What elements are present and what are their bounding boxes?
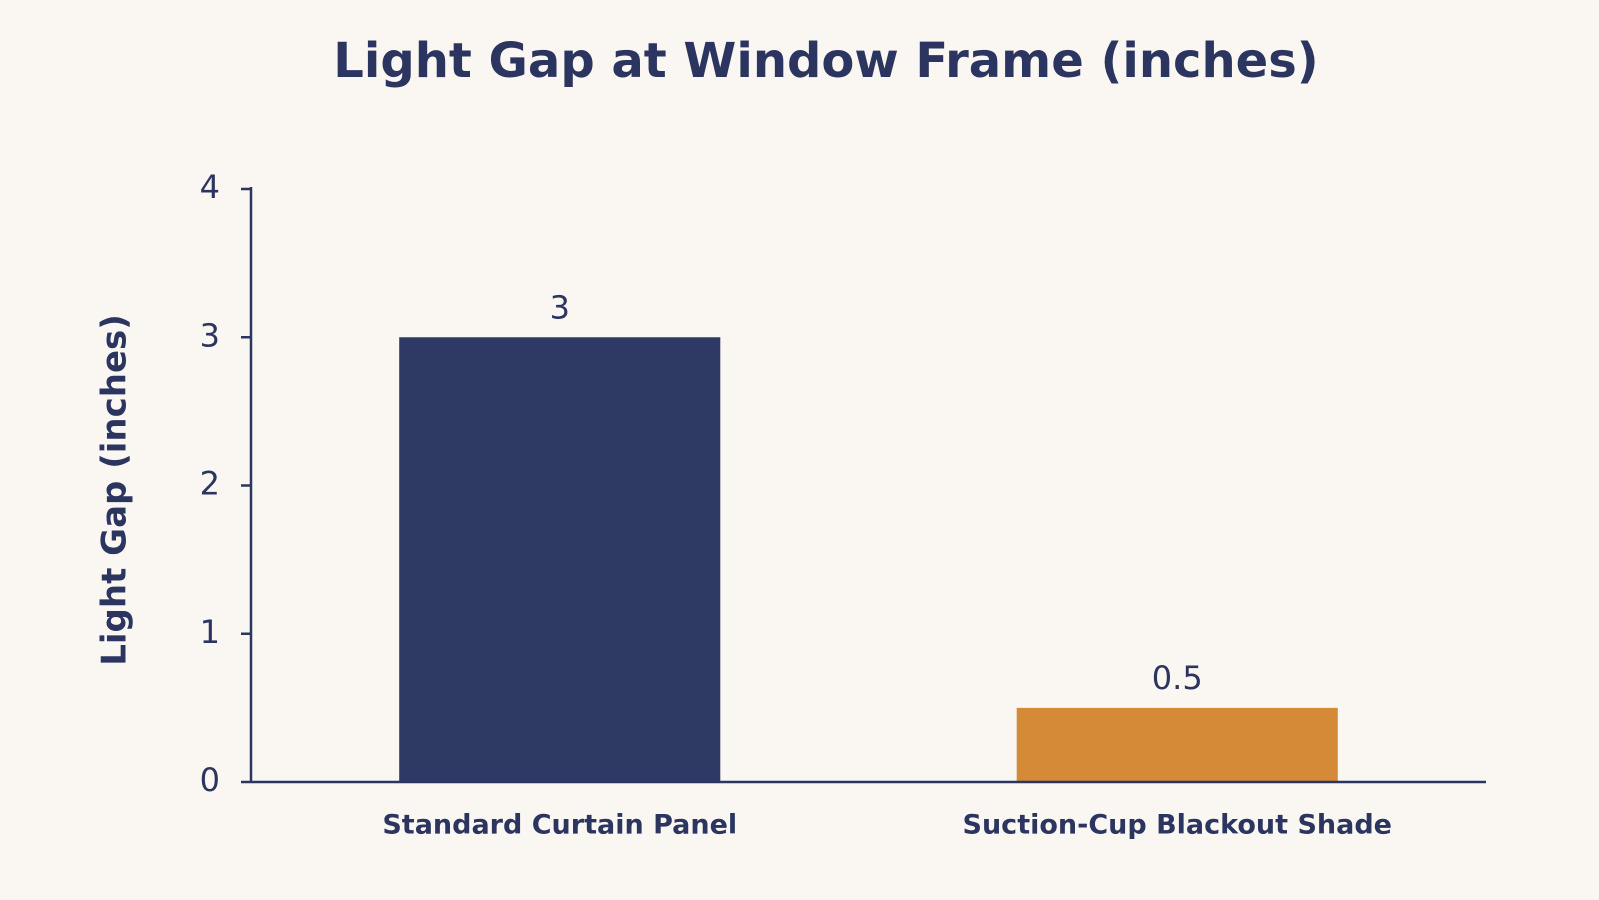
x-tick-label: Suction-Cup Blackout Shade <box>963 810 1392 841</box>
chart-title: Light Gap at Window Frame (inches) <box>333 33 1318 89</box>
y-tick-label: 1 <box>200 613 220 651</box>
data-label: 3 <box>550 288 570 326</box>
y-axis-label: Light Gap (inches) <box>95 314 135 666</box>
bar <box>1016 707 1338 782</box>
bar <box>399 337 721 782</box>
data-label: 0.5 <box>1152 659 1203 697</box>
x-tick-label: Standard Curtain Panel <box>382 810 737 841</box>
y-tick-label: 0 <box>200 761 220 799</box>
y-tick-label: 3 <box>200 316 220 354</box>
y-tick-label: 2 <box>200 465 220 503</box>
y-tick-label: 4 <box>200 168 220 206</box>
